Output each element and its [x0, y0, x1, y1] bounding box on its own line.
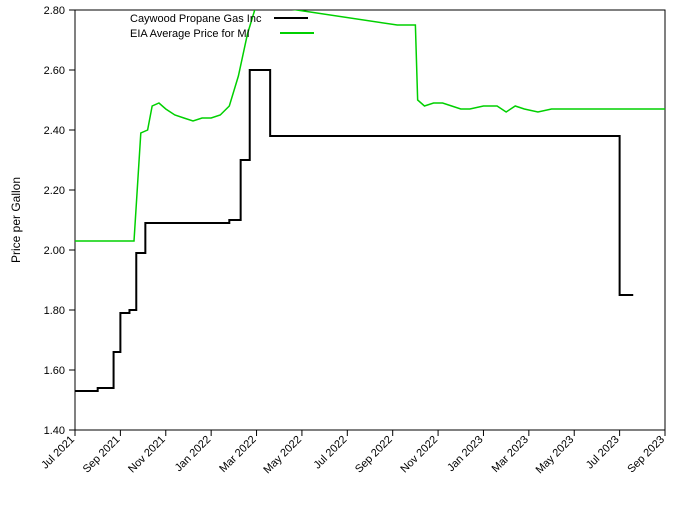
- x-tick-label: Sep 2021: [81, 434, 123, 476]
- x-tick-label: Nov 2022: [398, 434, 440, 476]
- plot-border: [75, 10, 665, 430]
- x-tick-label: Jul 2023: [584, 434, 622, 472]
- y-tick-label: 2.20: [44, 185, 65, 197]
- legend-label: Caywood Propane Gas Inc: [130, 13, 262, 25]
- y-tick-label: 2.40: [44, 125, 65, 137]
- x-tick-label: Mar 2023: [490, 434, 531, 475]
- x-tick-label: Sep 2022: [353, 434, 395, 476]
- x-tick-label: Jan 2022: [173, 434, 213, 474]
- price-chart: 1.40 1.60 1.80 2.00 2.20 2.40 2.60 2.80 Price pe…: [0, 0, 700, 525]
- x-tick-label: Jul 2022: [312, 434, 350, 472]
- y-tick-label: 2.80: [44, 5, 65, 17]
- chart-svg: 1.40 1.60 1.80 2.00 2.20 2.40 2.60 2.80 Price pe…: [0, 0, 700, 525]
- legend-label: EIA Average Price for MI: [130, 28, 250, 40]
- y-axis-label: Price per Gallon: [9, 177, 23, 263]
- x-tick-label: Jan 2023: [445, 434, 485, 474]
- y-tick-label: 2.60: [44, 65, 65, 77]
- y-tick-label: 1.60: [44, 365, 65, 377]
- x-tick-label: Nov 2021: [126, 434, 168, 476]
- x-tick-label: May 2022: [261, 434, 304, 477]
- x-tick-label: May 2023: [534, 434, 577, 477]
- y-tick-label: 1.80: [44, 305, 65, 317]
- series-line: [75, 70, 633, 391]
- y-tick-label: 1.40: [44, 425, 65, 437]
- x-tick-label: Sep 2023: [625, 434, 667, 476]
- x-tick-label: Mar 2022: [217, 434, 258, 475]
- y-tick-label: 2.00: [44, 245, 65, 257]
- x-tick-label: Jul 2021: [39, 434, 77, 472]
